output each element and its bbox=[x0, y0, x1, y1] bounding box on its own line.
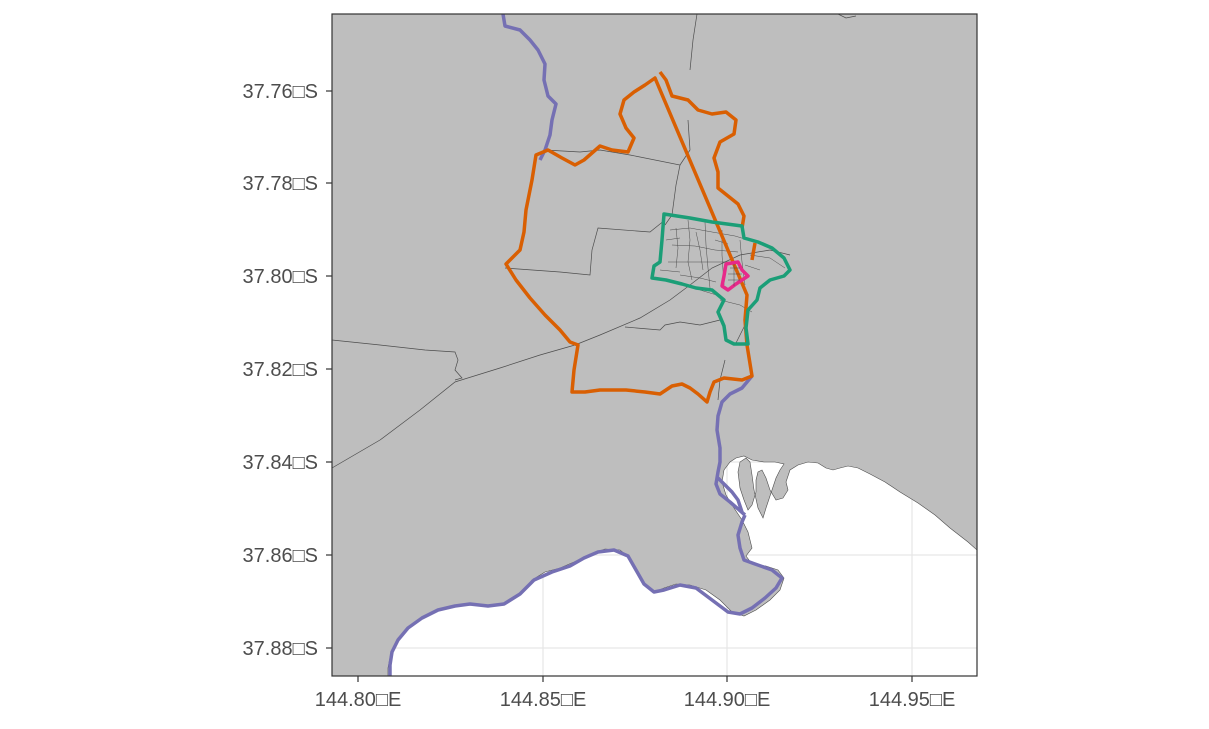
inner-boundary-line bbox=[720, 260, 750, 292]
x-axis: 144.80□E 144.85□E 144.90□E 144.95□E bbox=[315, 676, 956, 711]
y-tick-label: 37.84□S bbox=[243, 452, 318, 474]
y-tick-label: 37.78□S bbox=[243, 173, 318, 195]
map-panel-border bbox=[331, 13, 978, 677]
river-line bbox=[388, 14, 784, 676]
middle-boundary-line bbox=[650, 212, 792, 346]
outer-boundary-line bbox=[504, 70, 757, 404]
y-tick-label: 37.82□S bbox=[243, 359, 318, 381]
x-tick-label: 144.95□E bbox=[869, 689, 956, 711]
y-axis: 37.76□S 37.78□S 37.80□S 37.82□S 37.84□S … bbox=[243, 81, 332, 660]
x-tick-label: 144.85□E bbox=[500, 689, 587, 711]
inner-suburb-mesh bbox=[659, 219, 786, 313]
y-tick-label: 37.80□S bbox=[243, 266, 318, 288]
x-tick-label: 144.90□E bbox=[684, 689, 771, 711]
y-tick-label: 37.88□S bbox=[243, 638, 318, 660]
y-tick-label: 37.76□S bbox=[243, 81, 318, 103]
inner-boundary-mesh bbox=[728, 264, 742, 286]
x-tick-label: 144.80□E bbox=[315, 689, 402, 711]
y-tick-label: 37.86□S bbox=[243, 545, 318, 567]
